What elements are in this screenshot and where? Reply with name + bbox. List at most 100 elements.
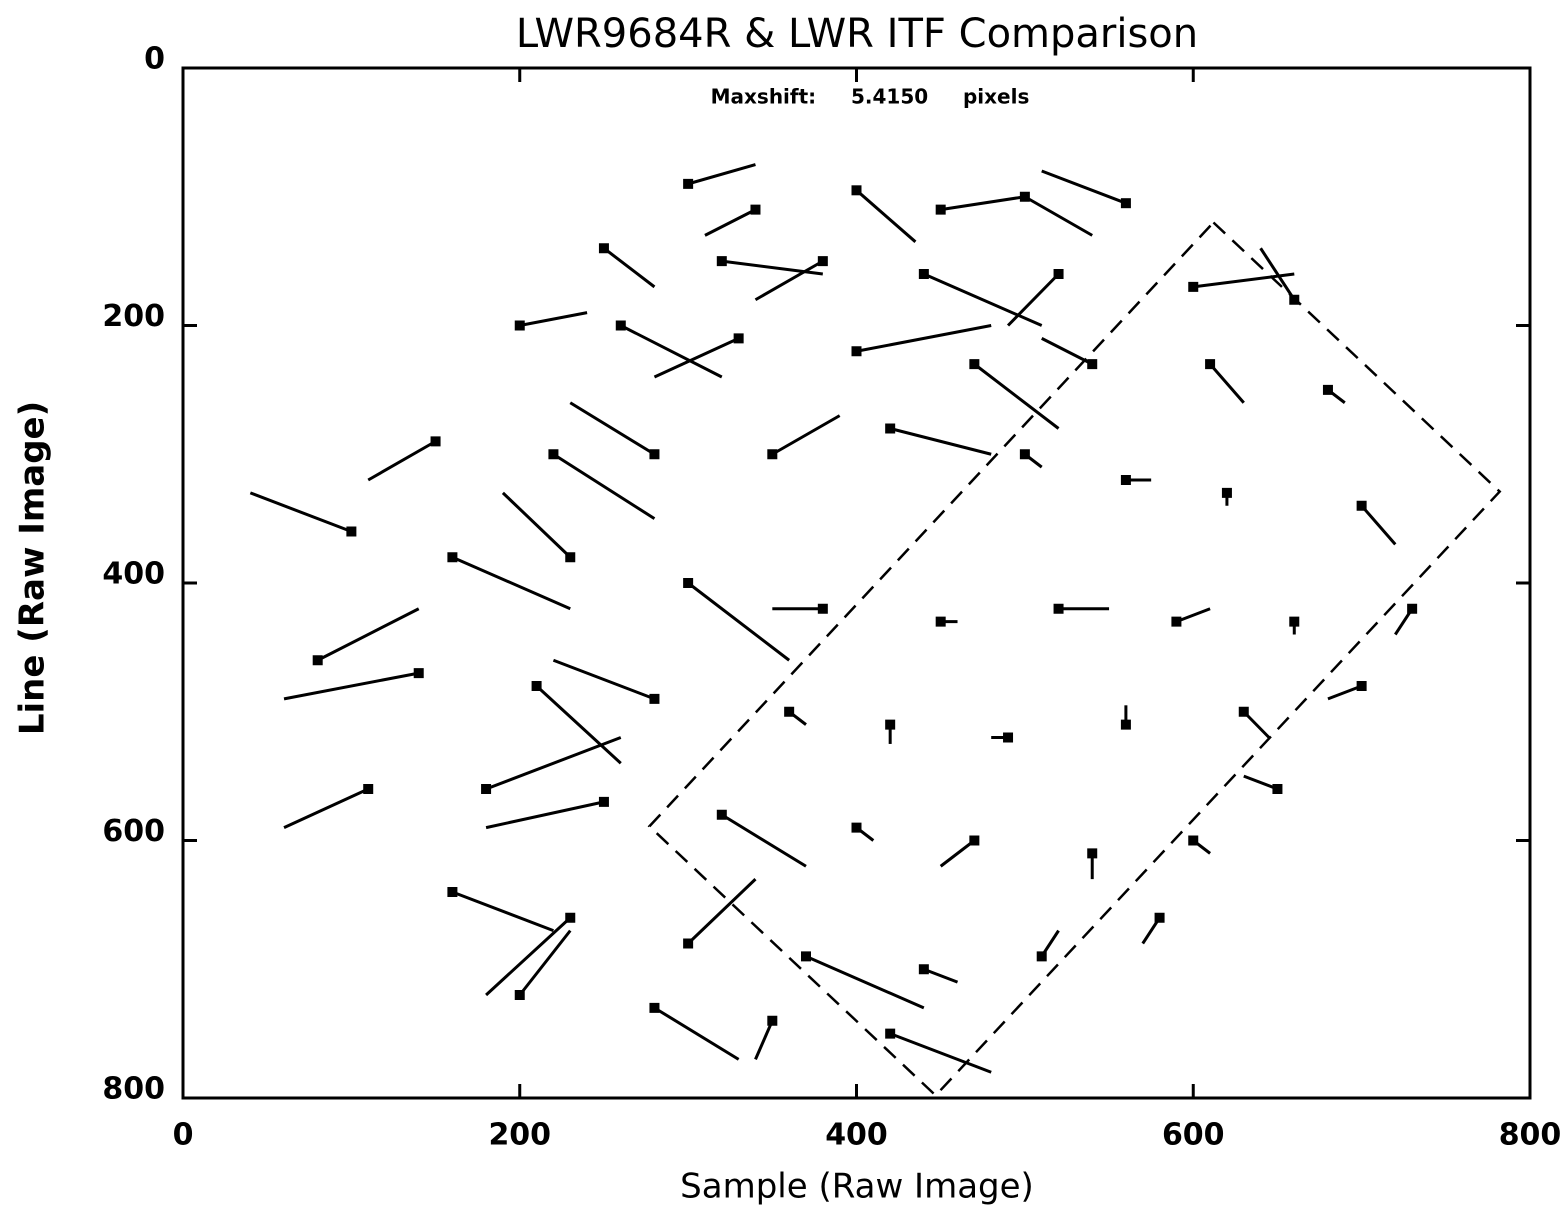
vector-marker	[1120, 198, 1131, 209]
vector-line	[620, 324, 723, 379]
vector-marker	[1053, 269, 1064, 279]
vector-line	[1041, 169, 1127, 205]
vector-line	[317, 607, 420, 662]
vector-marker	[514, 990, 525, 1000]
vector-line	[501, 491, 572, 559]
vector-marker	[683, 578, 694, 588]
vector-line	[1041, 337, 1093, 366]
vector-line	[283, 787, 369, 829]
vector-marker	[800, 951, 811, 962]
vector-line	[687, 581, 791, 662]
vector-line	[771, 414, 841, 456]
vector-marker	[1087, 848, 1098, 859]
vector-line	[721, 813, 807, 868]
vector-line	[485, 800, 605, 830]
vector-marker	[767, 449, 778, 460]
vector-marker	[716, 256, 727, 267]
x-tick-label: 600	[1162, 1118, 1225, 1153]
vector-line	[485, 736, 622, 791]
vector-marker	[346, 526, 357, 537]
y-axis-label: Line (Raw Image)	[13, 401, 53, 735]
vector-marker	[885, 719, 896, 730]
vector-marker	[918, 269, 929, 279]
vector-marker	[312, 655, 323, 666]
vector-marker	[548, 449, 559, 460]
vector-marker	[481, 784, 492, 794]
vector-marker	[1171, 616, 1182, 627]
vector-line	[569, 401, 656, 456]
vector-marker	[1003, 732, 1014, 743]
vector-line	[687, 878, 757, 945]
vector-line	[856, 324, 992, 353]
vector-marker	[935, 616, 946, 627]
y-tick-label: 800	[102, 1072, 165, 1107]
vector-marker	[817, 603, 828, 614]
x-tick-label: 800	[1499, 1118, 1562, 1153]
vector-line	[687, 163, 756, 186]
y-tick-label: 0	[144, 42, 165, 77]
vector-line	[940, 195, 1026, 212]
vector-marker	[969, 835, 980, 846]
vector-line	[805, 955, 925, 1010]
vector-marker	[1272, 784, 1283, 794]
vector-line	[1024, 195, 1093, 237]
vector-marker	[1087, 359, 1098, 370]
vector-marker	[363, 784, 374, 794]
outline	[647, 221, 1502, 1098]
vector-marker	[885, 423, 896, 434]
x-tick-label: 0	[173, 1118, 194, 1153]
vector-marker	[1289, 616, 1300, 627]
vector-marker	[733, 333, 744, 344]
vector-line	[249, 491, 352, 533]
vector-line	[367, 440, 437, 482]
vector-line	[535, 684, 622, 765]
vector-line	[519, 311, 588, 327]
vector-line	[923, 272, 1043, 327]
vector-marker	[784, 706, 795, 717]
vector-marker	[1407, 603, 1418, 614]
vector-marker	[1188, 281, 1199, 292]
vector-marker	[851, 346, 862, 357]
vector-marker	[885, 1028, 896, 1039]
vector-marker	[649, 1002, 660, 1013]
vector-line	[518, 929, 572, 996]
vector-marker	[851, 185, 862, 196]
x-tick-label: 400	[825, 1118, 888, 1153]
vector-line	[653, 337, 740, 379]
vector-line	[923, 967, 959, 984]
vector-marker	[531, 681, 542, 691]
vector-marker	[1205, 359, 1216, 370]
vector-marker	[1188, 835, 1199, 846]
vector-marker	[767, 1015, 778, 1026]
vector-marker	[716, 809, 727, 820]
vector-marker	[598, 796, 609, 807]
vector-marker	[1053, 603, 1064, 614]
vector-line	[1259, 247, 1296, 301]
vector-marker	[1120, 475, 1131, 485]
vector-line	[283, 671, 420, 701]
vector-line	[754, 1020, 774, 1060]
vector-line	[451, 555, 571, 611]
chart-title: LWR9684R & LWR ITF Comparison	[516, 11, 1198, 57]
vector-line	[889, 1032, 992, 1074]
vector-marker	[1019, 449, 1030, 460]
vector-line	[603, 247, 656, 289]
vector-marker	[851, 822, 862, 833]
plot-frame	[181, 66, 1532, 1100]
vector-line	[973, 362, 1060, 430]
y-tick-label: 600	[102, 814, 165, 849]
vector-marker	[935, 204, 946, 215]
vector-line	[939, 839, 976, 868]
vector-marker	[565, 912, 576, 923]
vector-marker	[615, 320, 626, 331]
vector-line	[1243, 774, 1278, 791]
vector-marker	[413, 668, 424, 679]
vector-line	[1006, 272, 1060, 327]
vector-marker	[750, 204, 761, 215]
vector-line	[1175, 607, 1211, 624]
vector-marker	[514, 320, 525, 331]
vector-marker	[1019, 191, 1030, 202]
vector-marker	[447, 887, 458, 897]
